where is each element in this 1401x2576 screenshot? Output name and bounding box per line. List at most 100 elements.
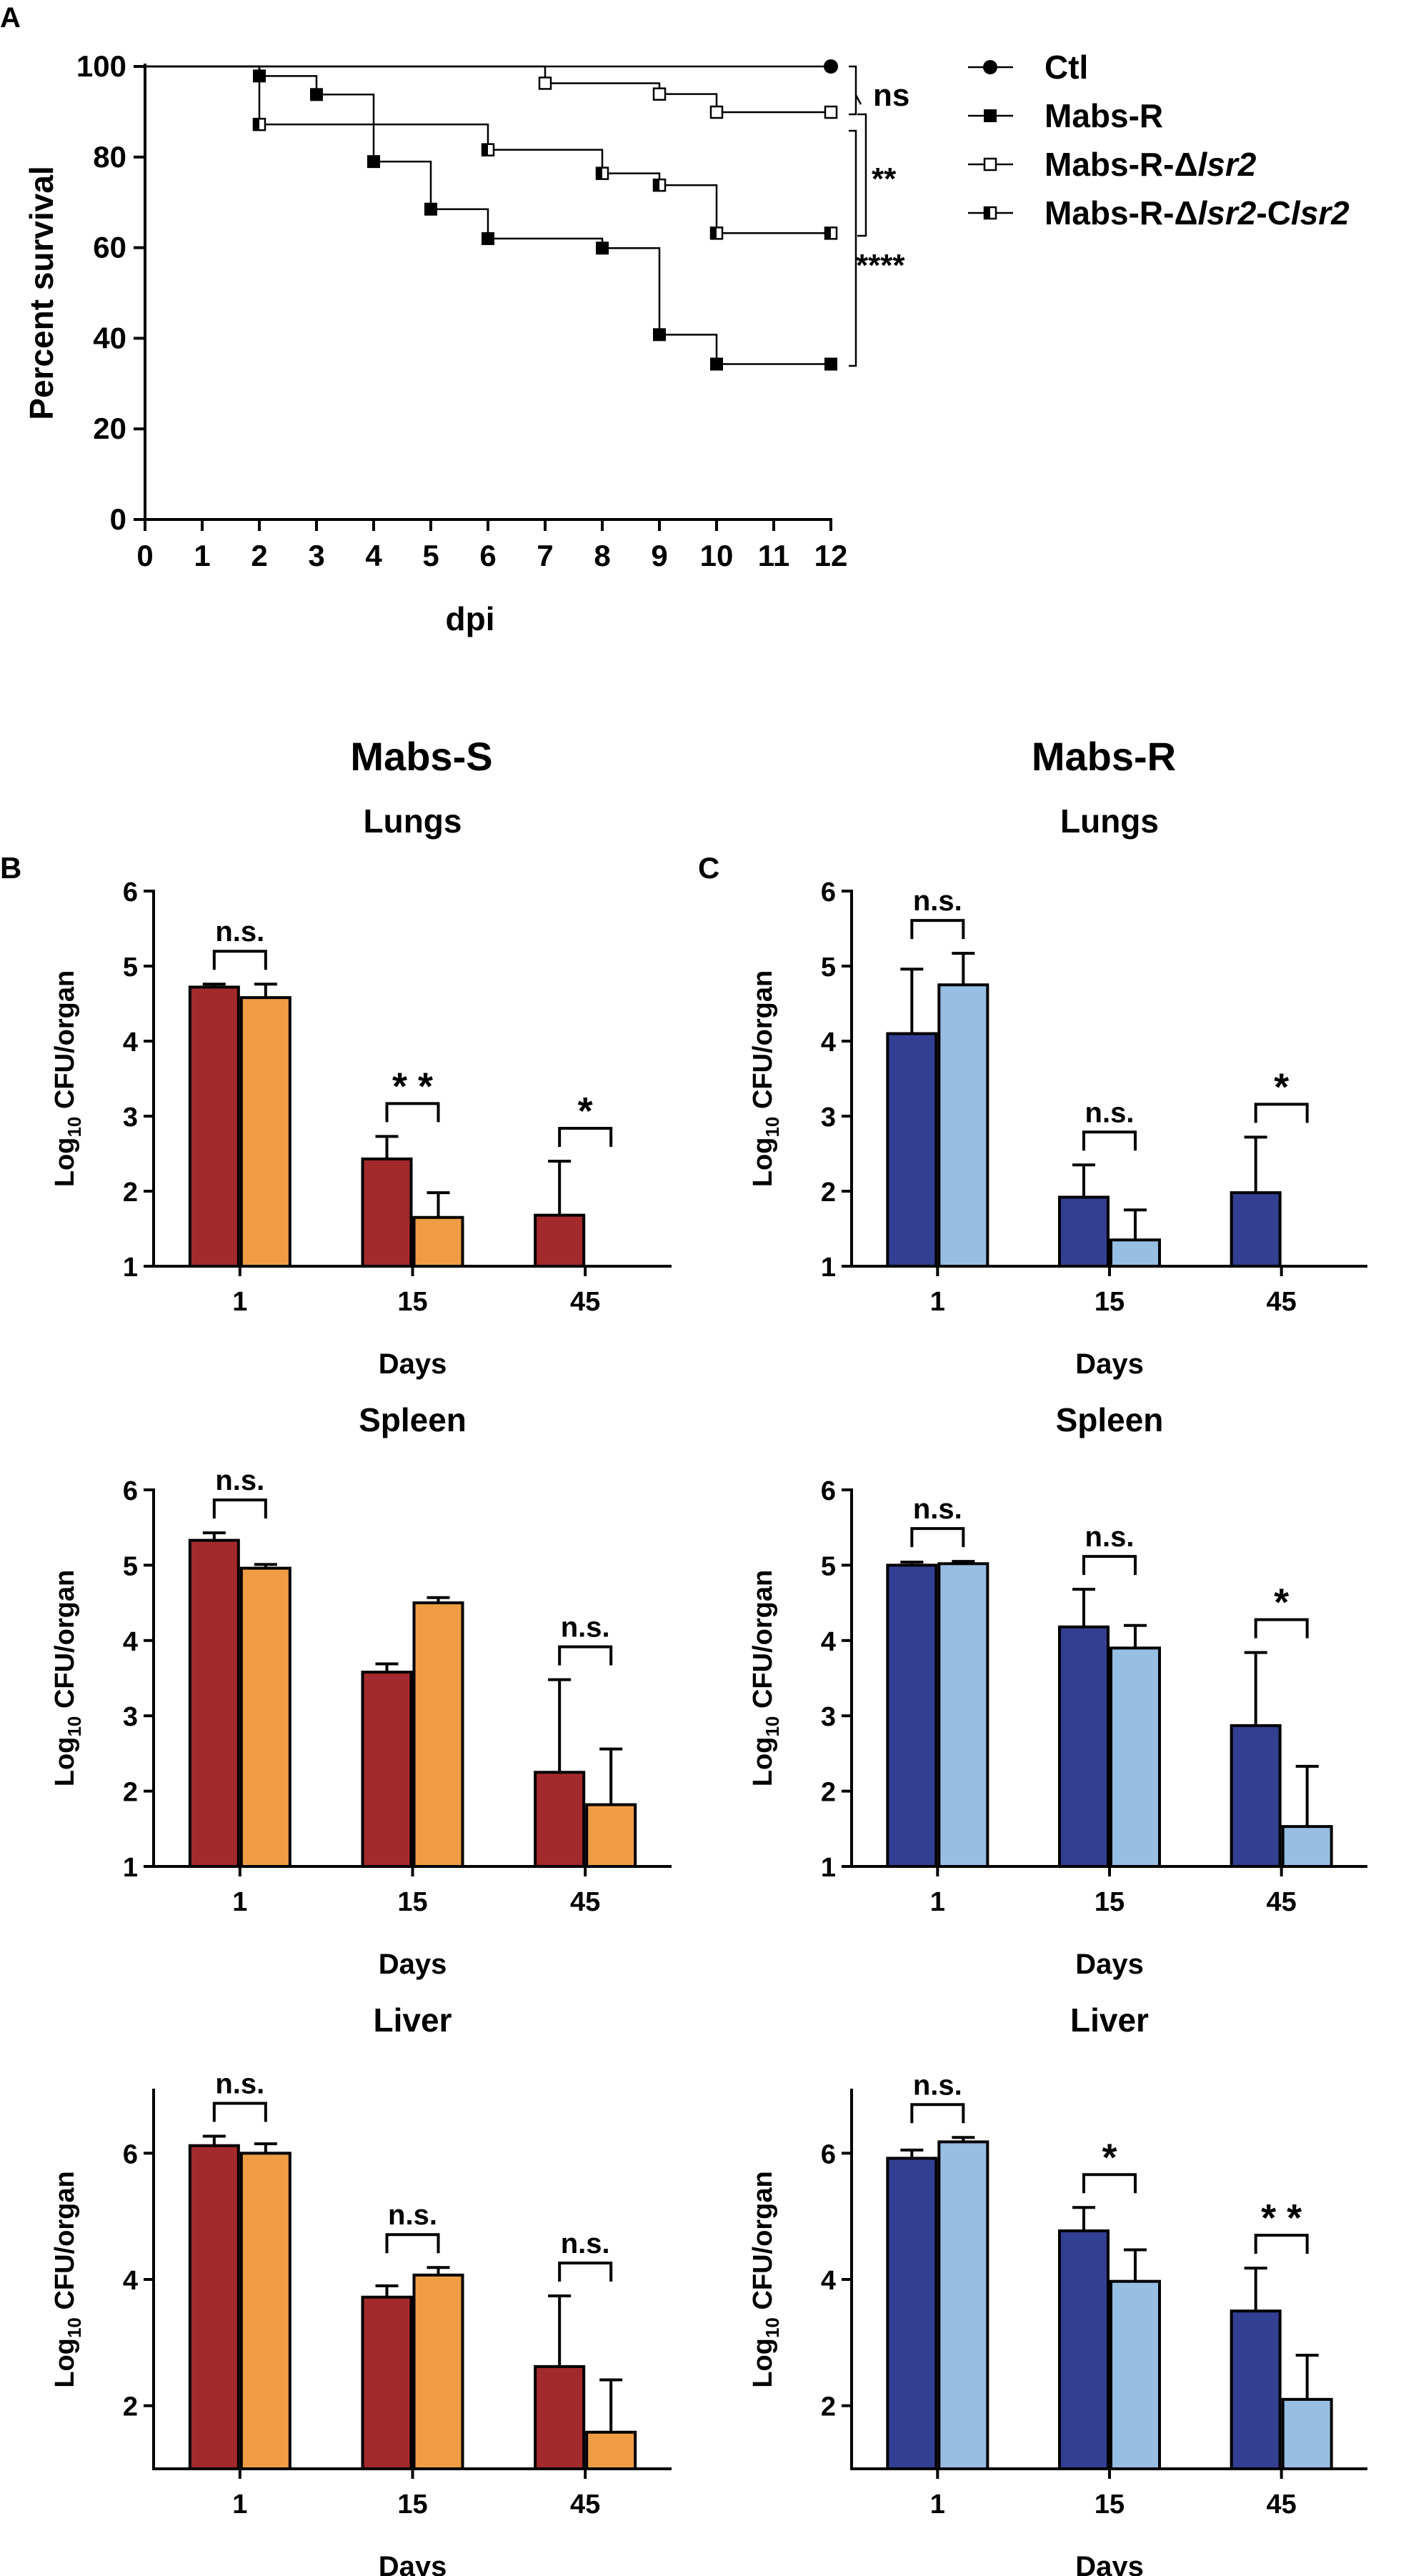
bar-panel-1-x-tick-label: 1 bbox=[930, 1287, 945, 1317]
bar-panel-5-y-tick-label: 4 bbox=[821, 2266, 836, 2296]
survival-mark-2 bbox=[538, 76, 552, 90]
bar-panel-1-bar bbox=[937, 983, 989, 1268]
bar-panel-5-sig-bracket bbox=[1254, 2234, 1309, 2254]
bar-panel-3-y-axis-label: Log10 CFU/organ bbox=[748, 1570, 783, 1786]
bar-panel-3-bar bbox=[1230, 1724, 1282, 1869]
survival-mark-1 bbox=[653, 328, 666, 342]
bar-panel-2-bar bbox=[412, 1601, 464, 1869]
bar-panel-3-title: Spleen bbox=[1056, 1401, 1164, 1438]
bar-panel-0-sig-label: n.s. bbox=[215, 916, 264, 948]
bar-panel-5-bar bbox=[886, 2157, 938, 2470]
y-tick-label: 40 bbox=[93, 321, 126, 354]
panel-label-a: A bbox=[0, 2, 21, 34]
bar-panel-4-x-tick-label: 1 bbox=[232, 2490, 247, 2520]
survival-mark-3-half bbox=[825, 227, 831, 239]
bar-panel-5-y-axis-label: Log10 CFU/organ bbox=[748, 2171, 783, 2387]
bar-panel-5-x-tick-label: 45 bbox=[1267, 2490, 1297, 2520]
bar-panel-5-sig-bracket bbox=[910, 2103, 965, 2124]
bar-panel-3-bar bbox=[1281, 1825, 1333, 1868]
bar-panel-4-bar bbox=[188, 2144, 240, 2471]
survival-line-1 bbox=[145, 65, 831, 365]
bar-panel-5-y-tick-label: 6 bbox=[821, 2139, 836, 2169]
y-tick-label: 0 bbox=[110, 502, 126, 536]
bar-panel-5-bar bbox=[1230, 2309, 1282, 2471]
y-tick-label: 20 bbox=[93, 412, 126, 445]
bar-panel-3-y-tick-label: 2 bbox=[821, 1778, 836, 1808]
bar-panel-0-y-axis-label: Log10 CFU/organ bbox=[50, 970, 85, 1187]
bar-panel-3-sig-label: n.s. bbox=[913, 1493, 962, 1525]
survival-mark-2 bbox=[652, 87, 667, 101]
bar-panel-5-x-tick-label: 1 bbox=[930, 2490, 945, 2520]
bar-panel-4-sig-label: n.s. bbox=[388, 2199, 437, 2231]
survival-mark-1 bbox=[310, 88, 323, 101]
bar-panel-0-bar bbox=[412, 1215, 464, 1268]
bar-panel-1-bar bbox=[1058, 1195, 1110, 1268]
bar-panel-2-x-axis-label: Days bbox=[379, 1949, 447, 1980]
bar-panel-1-sig-bracket bbox=[910, 919, 965, 940]
bar-panel-3-y-tick-label: 3 bbox=[821, 1702, 836, 1732]
x-tick-label: 5 bbox=[422, 539, 439, 572]
bar-panel-4-sig-label: n.s. bbox=[215, 2068, 264, 2099]
sig-label-4star: **** bbox=[856, 248, 905, 283]
bar-panel-0-x-axis-label: Days bbox=[379, 1348, 447, 1380]
bar-panel-3-y-tick-label: 5 bbox=[821, 1551, 836, 1581]
bar-panel-5-x-axis-label: Days bbox=[1075, 2551, 1144, 2576]
bar-panel-5-x-tick-label: 15 bbox=[1095, 2490, 1125, 2520]
bar-panel-0-y-tick-label: 3 bbox=[123, 1103, 138, 1133]
bar-panel-1-y-tick-label: 2 bbox=[821, 1178, 836, 1208]
bar-panel-4-x-axis-label: Days bbox=[379, 2551, 447, 2576]
bar-panel-0-panel-label: B bbox=[0, 851, 21, 885]
bar-panel-3-x-tick-label: 15 bbox=[1095, 1887, 1125, 1917]
legend-label-0: Ctl bbox=[1044, 49, 1088, 86]
bar-panel-0-y-tick-label: 2 bbox=[123, 1178, 138, 1208]
bar-panel-1-panel-label: C bbox=[698, 851, 719, 885]
sig-label-2star: ** bbox=[872, 161, 897, 197]
bar-panel-5-y-tick-label: 2 bbox=[821, 2392, 836, 2422]
bar-panel-1-x-tick-label: 15 bbox=[1095, 1287, 1125, 1317]
bar-panel-3-y-tick-label: 4 bbox=[821, 1627, 836, 1657]
x-tick-label: 9 bbox=[651, 539, 667, 572]
bar-panel-4-bar bbox=[361, 2295, 413, 2471]
bar-panel-0-bar bbox=[188, 985, 240, 1268]
bar-panel-1-sig-label: n.s. bbox=[913, 885, 962, 917]
bar-panel-0-sig-label: * bbox=[578, 1090, 593, 1133]
bar-panel-3-x-tick-label: 45 bbox=[1267, 1887, 1297, 1917]
bar-panel-5-bar bbox=[1281, 2397, 1333, 2470]
bar-panel-4-sig-bracket bbox=[558, 2261, 613, 2282]
legend-label-3: Mabs-R-Δlsr2-Clsr2 bbox=[1044, 194, 1350, 232]
legend-marker-0 bbox=[983, 60, 997, 74]
bar-panel-5-bar bbox=[1110, 2279, 1161, 2470]
bar-panel-0-sig-bracket bbox=[558, 1127, 613, 1147]
bar-panel-2-y-axis-label: Log10 CFU/organ bbox=[50, 1570, 85, 1786]
sig-bracket-2star bbox=[857, 113, 867, 237]
bar-panel-0-x-tick-label: 15 bbox=[397, 1287, 427, 1317]
x-tick-label: 4 bbox=[365, 539, 382, 572]
bar-panel-0-sig-bracket bbox=[212, 950, 267, 970]
survival-mark-3-half bbox=[482, 144, 488, 156]
bar-panel-2-y-tick-label: 2 bbox=[123, 1778, 138, 1808]
x-tick-label: 10 bbox=[700, 539, 734, 572]
bar-panel-0-y-tick-label: 1 bbox=[123, 1253, 138, 1283]
bar-panel-4-bar bbox=[585, 2430, 637, 2470]
y-tick-label: 80 bbox=[93, 140, 126, 174]
legend-marker-3-half bbox=[984, 207, 990, 219]
bar-panel-4-y-tick-label: 2 bbox=[123, 2392, 138, 2422]
bar-panel-1-sig-bracket bbox=[1254, 1103, 1309, 1123]
legend-label-2: Mabs-R-Δlsr2 bbox=[1044, 146, 1257, 183]
bar-panel-1-y-tick-label: 3 bbox=[821, 1103, 836, 1133]
bar-panel-1-y-tick-label: 4 bbox=[821, 1028, 836, 1058]
bar-panel-1-title: Lungs bbox=[1060, 802, 1159, 840]
legend-label-1: Mabs-R bbox=[1044, 97, 1163, 134]
bar-panel-2-x-tick-label: 1 bbox=[232, 1887, 247, 1917]
x-tick-label: 7 bbox=[537, 539, 553, 572]
bar-panel-3-bar bbox=[1110, 1646, 1161, 1869]
bar-panel-1-y-axis-label: Log10 CFU/organ bbox=[748, 970, 783, 1187]
x-tick-label: 2 bbox=[251, 539, 267, 572]
bar-panel-4-bar bbox=[412, 2273, 464, 2470]
bar-panel-3-bar bbox=[937, 1562, 989, 1868]
bar-panel-0-sig-label: * * bbox=[392, 1065, 433, 1108]
survival-mark-1 bbox=[482, 232, 494, 245]
bar-panel-3-y-tick-label: 6 bbox=[821, 1476, 836, 1506]
bar-panel-0-x-tick-label: 45 bbox=[570, 1287, 600, 1317]
